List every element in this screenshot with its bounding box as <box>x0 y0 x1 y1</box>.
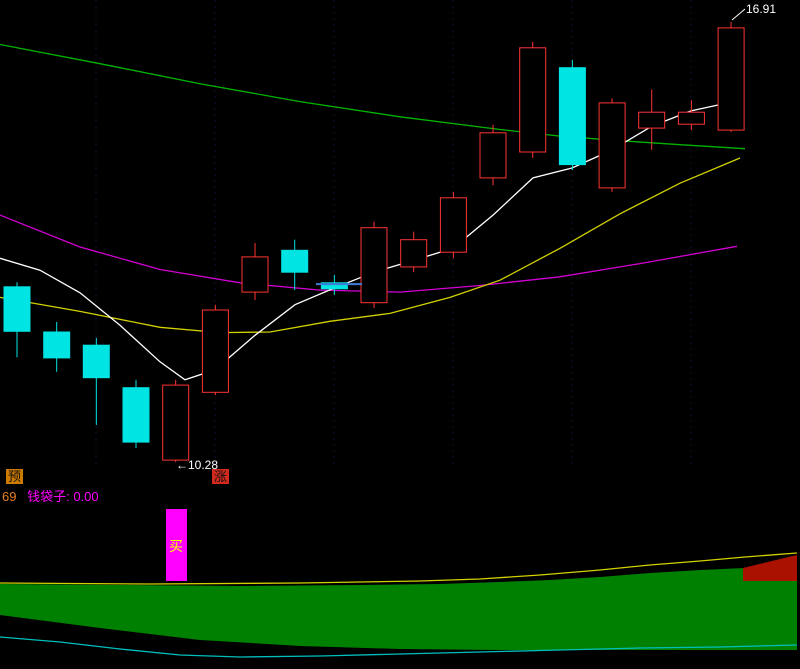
candle-body <box>82 344 110 379</box>
moneybag-yellow-line <box>0 552 798 585</box>
moneybag-green-area <box>0 566 797 650</box>
candle-body <box>638 111 666 129</box>
candle-body <box>201 309 229 393</box>
candle-body <box>558 67 586 166</box>
signal-badge-yu: 预 <box>6 469 24 484</box>
candle-body <box>519 47 547 153</box>
indicator-header: 69 钱袋子: 0.00 <box>2 489 99 504</box>
ma-line-green <box>0 43 746 150</box>
price-leader-line <box>731 8 746 21</box>
candle-body <box>281 249 309 273</box>
indicator-value-prefix: 69 <box>2 489 17 504</box>
price-annotation-low: ←10.28 <box>176 458 219 472</box>
candle-body <box>320 282 348 290</box>
candle-body <box>3 286 31 332</box>
buy-signal-label: 买 <box>169 538 183 554</box>
indicator-name-value: 钱袋子: 0.00 <box>27 489 99 504</box>
buy-signal-bar <box>166 509 187 581</box>
moneybag-cyan-line <box>0 636 798 658</box>
candle-body <box>162 384 190 461</box>
candle-body <box>717 27 745 131</box>
candle-body <box>439 197 467 253</box>
candle-body <box>479 132 507 179</box>
signal-badge-zhang: 涨 <box>212 469 230 484</box>
candle-body <box>598 102 626 189</box>
candle-body <box>400 239 428 268</box>
candle-body <box>43 331 71 359</box>
price-annotation-high: 16.91 <box>746 2 777 16</box>
candle-body <box>677 111 705 125</box>
moneybag-red-block <box>743 555 797 581</box>
ma-line-yellow <box>0 157 741 334</box>
ma-line-magenta <box>0 214 738 293</box>
candle-body <box>122 387 150 443</box>
candle-body <box>360 227 388 304</box>
candle-body <box>241 256 269 293</box>
